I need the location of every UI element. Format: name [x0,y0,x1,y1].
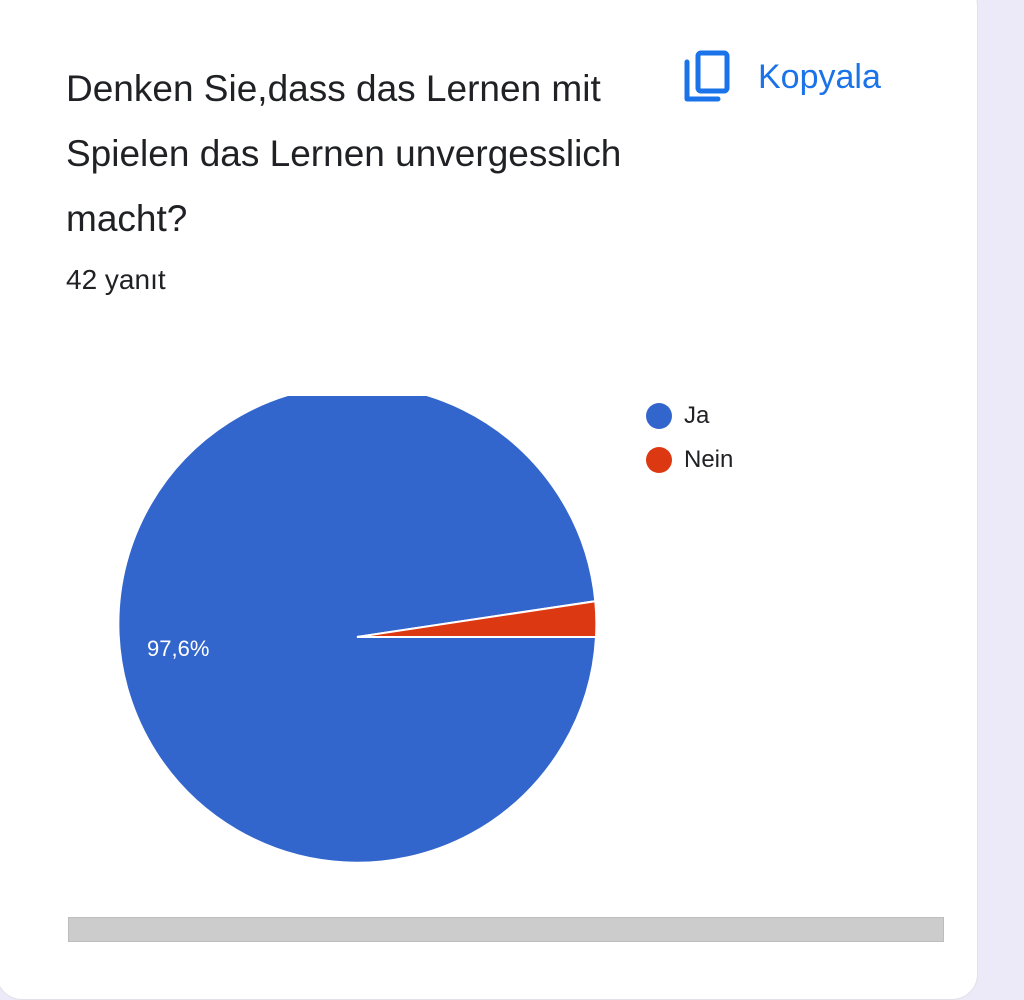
legend-label-nein: Nein [684,446,734,473]
legend-label-ja: Ja [684,402,710,429]
legend-item-nein[interactable]: Nein [646,438,733,482]
chart-legend: Ja Nein [646,394,733,482]
horizontal-scrollbar[interactable] [68,917,944,942]
question-title: Denken Sie,dass das Lernen mit Spielen d… [66,68,622,239]
response-count: 42 yanıt [66,264,166,295]
legend-dot-nein [646,447,672,473]
legend-item-ja[interactable]: Ja [646,394,733,438]
copy-button-label: Kopyala [758,57,881,96]
legend-dot-ja [646,403,672,429]
copy-icon [684,50,730,102]
pie-label-ja: 97,6% [147,636,210,661]
pie-slice-ja[interactable] [117,396,598,864]
pie-slice-nein[interactable] [356,600,598,638]
copy-button[interactable]: Kopyala [682,50,881,104]
pie-chart [117,396,598,864]
